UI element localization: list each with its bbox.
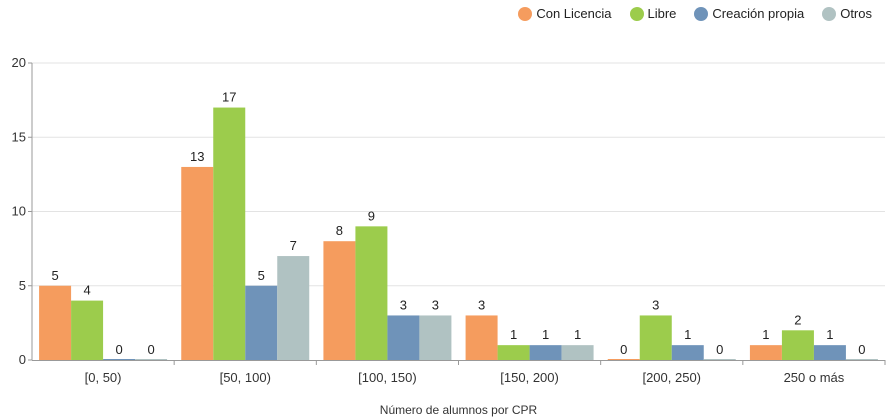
data-label: 0 xyxy=(716,342,723,357)
data-label: 13 xyxy=(190,149,204,164)
bar xyxy=(845,359,878,360)
bar xyxy=(181,166,214,360)
bar xyxy=(277,256,310,360)
data-label: 1 xyxy=(574,327,581,342)
data-label: 2 xyxy=(794,312,801,327)
data-label: 4 xyxy=(83,283,90,298)
x-tick-label: [150, 200) xyxy=(500,370,559,385)
chart-legend: Con Licencia Libre Creación propia Otros xyxy=(518,6,872,21)
x-tick-label: [50, 100) xyxy=(220,370,271,385)
legend-label: Otros xyxy=(840,6,872,21)
legend-swatch xyxy=(629,6,644,21)
legend-label: Con Licencia xyxy=(536,6,612,21)
bar xyxy=(749,345,782,360)
data-label: 0 xyxy=(147,342,154,357)
x-tick-label: [200, 250) xyxy=(642,370,701,385)
bar xyxy=(245,285,278,360)
bar xyxy=(703,359,736,360)
data-label: 5 xyxy=(258,268,265,283)
bar xyxy=(355,226,388,360)
bar xyxy=(71,300,104,360)
bar xyxy=(813,345,846,360)
bar xyxy=(39,285,72,360)
y-tick-label: 0 xyxy=(19,352,26,367)
bar xyxy=(387,315,420,360)
data-label: 0 xyxy=(620,342,627,357)
x-tick-label: [100, 150) xyxy=(358,370,417,385)
data-label: 9 xyxy=(368,208,375,223)
x-axis-title: Número de alumnos por CPR xyxy=(380,403,538,417)
legend-swatch xyxy=(822,6,837,21)
bar xyxy=(103,359,136,360)
bar xyxy=(639,315,672,360)
bar xyxy=(419,315,452,360)
bar xyxy=(323,241,356,360)
data-label: 3 xyxy=(400,297,407,312)
data-label: 1 xyxy=(542,327,549,342)
bar xyxy=(561,345,594,360)
data-label: 0 xyxy=(858,342,865,357)
y-tick-label: 15 xyxy=(12,129,26,144)
bar xyxy=(529,345,562,360)
data-label: 5 xyxy=(51,268,58,283)
x-tick-label: [0, 50) xyxy=(85,370,122,385)
data-label: 8 xyxy=(336,223,343,238)
legend-item[interactable]: Con Licencia xyxy=(518,6,612,21)
bar xyxy=(607,359,640,360)
data-label: 1 xyxy=(684,327,691,342)
data-label: 3 xyxy=(478,297,485,312)
data-label: 1 xyxy=(762,327,769,342)
legend-item[interactable]: Otros xyxy=(822,6,872,21)
data-label: 0 xyxy=(115,342,122,357)
y-tick-label: 5 xyxy=(19,278,26,293)
legend-item[interactable]: Creación propia xyxy=(694,6,804,21)
bar xyxy=(465,315,498,360)
bar xyxy=(781,330,814,360)
legend-swatch xyxy=(694,6,709,21)
data-label: 3 xyxy=(432,297,439,312)
legend-label: Creación propia xyxy=(712,6,805,21)
y-tick-label: 20 xyxy=(12,55,26,70)
data-label: 7 xyxy=(290,238,297,253)
bar xyxy=(497,345,530,360)
bar xyxy=(135,359,168,360)
bar xyxy=(213,107,246,360)
legend-label: Libre xyxy=(647,6,677,21)
legend-item[interactable]: Libre xyxy=(629,6,677,21)
x-tick-label: 250 o más xyxy=(784,370,845,385)
data-label: 1 xyxy=(826,327,833,342)
y-tick-label: 10 xyxy=(12,204,26,219)
legend-swatch xyxy=(518,6,533,21)
data-label: 3 xyxy=(652,297,659,312)
data-label: 1 xyxy=(510,327,517,342)
data-label: 17 xyxy=(222,90,236,105)
bar xyxy=(671,345,704,360)
